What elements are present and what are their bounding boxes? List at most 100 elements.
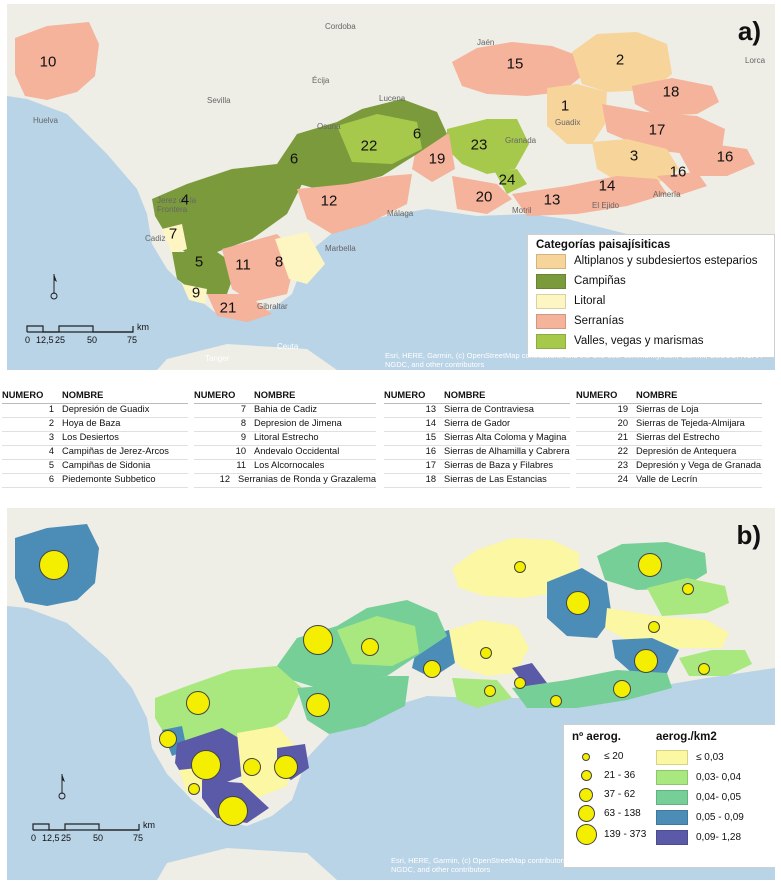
region-number: 8: [274, 253, 284, 271]
region-number: 11: [235, 256, 251, 274]
place-label: Lucena: [379, 94, 406, 103]
scale-label: 0: [31, 833, 37, 843]
region-number-cell: 9: [240, 432, 246, 442]
legend-circle: [575, 823, 597, 845]
region-number: 9: [191, 284, 201, 302]
wind-turbine-count-circle: [361, 638, 379, 656]
region-9: [182, 284, 207, 304]
header-name: NOMBRE: [62, 390, 104, 400]
region-number: 6: [412, 125, 422, 143]
region-number: 24: [498, 171, 516, 189]
region-number: 10: [39, 53, 57, 71]
header-name: NOMBRE: [636, 390, 678, 400]
region-number-cell: 3: [48, 432, 54, 442]
place-label: Cadiz: [145, 234, 166, 243]
region-name-cell: Sierras de Baza y Filabres: [444, 460, 554, 470]
table-column-group: NUMERO NOMBRE 1 Depresión de Guadix 2 Hoya de…: [2, 390, 188, 488]
wind-turbine-count-circle: [188, 783, 200, 795]
region-21: [207, 294, 272, 322]
legend-item: Valles, vegas y marismas: [536, 331, 766, 351]
legend-item: Litoral: [536, 291, 766, 311]
scale-label: 50: [87, 335, 98, 345]
legend-label: ≤ 0,03: [696, 751, 724, 763]
region-number-cell: 8: [240, 418, 246, 428]
wind-turbine-count-circle: [186, 691, 210, 715]
wind-turbine-count-circle: [634, 649, 658, 673]
region-number-cell: 19: [617, 404, 628, 414]
wind-turbine-count-circle: [648, 621, 660, 633]
table-row: 1 Depresión de Guadix: [2, 404, 188, 418]
legend-title: nº aerog.: [572, 731, 621, 743]
region-23: [447, 119, 529, 174]
legend-label: 0,03- 0,04: [696, 771, 742, 783]
table-row: 24 Valle de Lecrín: [576, 474, 762, 488]
region-11: [222, 234, 297, 302]
region-number: 17: [648, 121, 666, 139]
region-number-cell: 1: [48, 404, 54, 414]
scale-bar: 0 12,5 25 50 75 km: [31, 820, 161, 846]
wind-turbine-count-circle: [423, 660, 441, 678]
wind-turbine-count-circle: [303, 625, 333, 655]
region-number-cell: 13: [425, 404, 436, 414]
region-2: [572, 32, 672, 92]
table-column-group: NUMERO NOMBRE 7 Bahia de Cadiz 8 Depresion de…: [194, 390, 376, 488]
region-number-cell: 21: [617, 432, 628, 442]
scale-bar: 0 12,5 25 50 75 km: [25, 322, 155, 348]
region-number: 22: [360, 137, 378, 155]
legend-label: 0,04- 0,05: [696, 791, 742, 803]
place-label: Guadix: [555, 118, 581, 127]
legend-circle: [582, 752, 590, 761]
legend-landscape-categories: Categorías paisajísiticas Altiplanos y s…: [527, 234, 775, 358]
region-number-cell: 11: [236, 460, 246, 470]
region-number: 12: [320, 192, 338, 210]
header-number: NUMERO: [194, 390, 236, 400]
legend-label: 37 - 62: [604, 789, 636, 800]
legend-item: 63 - 138: [572, 804, 652, 823]
legend-label: 139 - 373: [604, 828, 647, 840]
wind-turbine-count-circle: [566, 591, 590, 615]
legend-circle: [579, 787, 593, 802]
region-number: 1: [560, 97, 570, 115]
place-label: Osuna: [317, 122, 341, 131]
region-number-cell: 12: [219, 474, 231, 484]
wind-turbine-count-circle: [159, 730, 177, 748]
region-12: [297, 174, 412, 234]
region-number-cell: 24: [617, 474, 628, 484]
wind-turbine-count-circle: [682, 583, 694, 595]
wind-turbine-count-circle: [191, 750, 221, 780]
region-number: 21: [219, 299, 237, 317]
legend-item: 139 - 373: [572, 823, 652, 845]
region-name-cell: Valle de Lecrín: [636, 474, 698, 484]
table-header: NUMERO NOMBRE: [194, 390, 376, 404]
table-header: NUMERO NOMBRE: [2, 390, 188, 404]
region-11: [237, 726, 297, 798]
map-attribution: Esri, HERE, Garmin, (c) OpenStreetMap co…: [391, 856, 768, 874]
table-row: 4 Campiñas de Jerez-Arcos: [2, 446, 188, 460]
region-name-cell: Campiñas de Sidonia: [62, 460, 151, 470]
header-number: NUMERO: [384, 390, 426, 400]
place-label: Granada: [505, 136, 537, 145]
legend-label: Altiplanos y subdesiertos esteparios: [574, 255, 758, 267]
wind-turbine-count-circle: [480, 647, 492, 659]
region-number: 20: [475, 188, 493, 206]
region-number-cell: 18: [425, 474, 436, 484]
region-name-cell: Depresión de Guadix: [62, 404, 150, 414]
scale-label: 12,5: [36, 335, 54, 345]
place-label: Motril: [512, 206, 532, 215]
region-name-cell: Litoral Estrecho: [254, 432, 319, 442]
region-name-cell: Sierras de Las Estancias: [444, 474, 547, 484]
legend-item: 0,04- 0,05: [656, 787, 764, 807]
region-name-cell: Los Desiertos: [62, 432, 119, 442]
legend-label: 63 - 138: [604, 808, 641, 819]
region-15: [452, 42, 582, 96]
region-7: [162, 224, 187, 254]
region-number-cell: 14: [425, 418, 436, 428]
legend-swatch: [656, 829, 688, 845]
region-22: [337, 114, 422, 164]
place-label: Tanger: [205, 354, 230, 363]
legend-circle: [577, 805, 595, 822]
table-column-group: NUMERO NOMBRE 19 Sierras de Loja 20 Sierras d…: [576, 390, 762, 488]
region-number: 2: [615, 51, 625, 69]
legend-swatch: [536, 273, 566, 289]
wind-turbine-count-circle: [638, 553, 662, 577]
